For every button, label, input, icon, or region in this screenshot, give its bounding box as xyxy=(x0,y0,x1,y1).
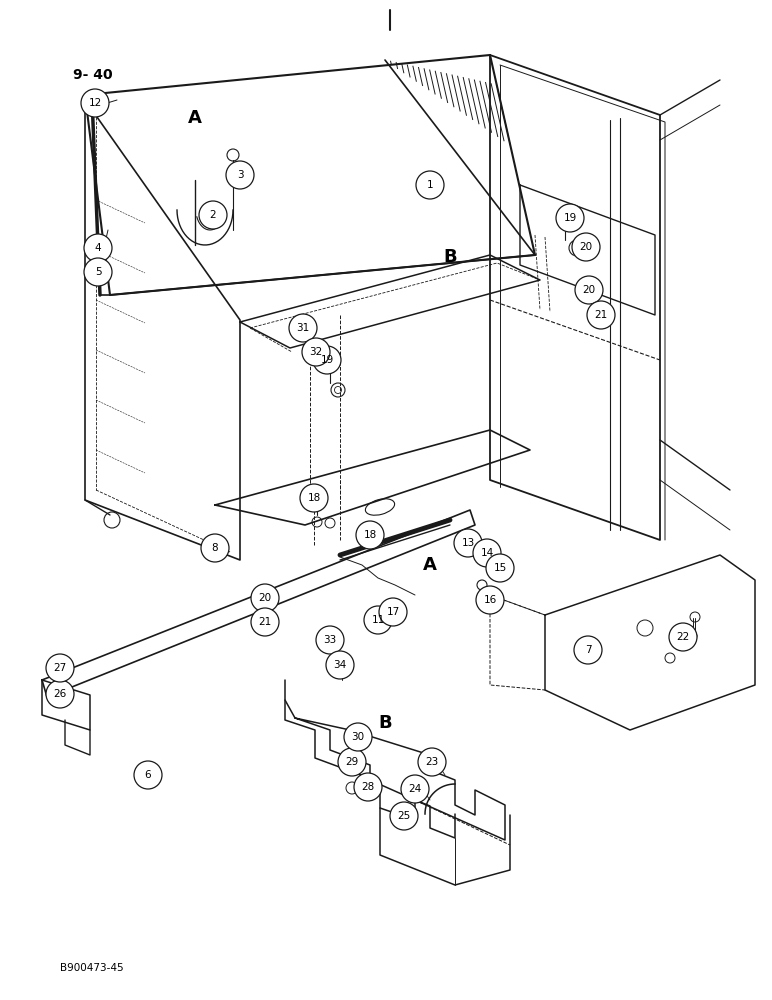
Text: 9- 40: 9- 40 xyxy=(73,68,113,82)
Text: 34: 34 xyxy=(334,660,347,670)
Text: B900473-45: B900473-45 xyxy=(60,963,124,973)
Text: 20: 20 xyxy=(259,593,272,603)
Circle shape xyxy=(572,233,600,261)
Text: 17: 17 xyxy=(386,607,400,617)
Circle shape xyxy=(556,204,584,232)
Circle shape xyxy=(344,723,372,751)
Circle shape xyxy=(326,651,354,679)
Text: B: B xyxy=(443,248,457,266)
Text: 11: 11 xyxy=(371,615,384,625)
Text: 20: 20 xyxy=(582,285,595,295)
Text: 23: 23 xyxy=(425,757,438,767)
Circle shape xyxy=(390,802,418,830)
Text: 30: 30 xyxy=(351,732,364,742)
Circle shape xyxy=(226,161,254,189)
Text: 31: 31 xyxy=(296,323,310,333)
Circle shape xyxy=(300,484,328,512)
Text: 3: 3 xyxy=(237,170,243,180)
Text: 19: 19 xyxy=(320,355,334,365)
Text: 5: 5 xyxy=(95,267,101,277)
Text: 29: 29 xyxy=(345,757,359,767)
Circle shape xyxy=(401,775,429,803)
Text: 26: 26 xyxy=(53,689,66,699)
Text: A: A xyxy=(423,556,437,574)
Circle shape xyxy=(669,623,697,651)
Text: 14: 14 xyxy=(480,548,493,558)
Text: A: A xyxy=(188,109,202,127)
Text: 19: 19 xyxy=(564,213,577,223)
Text: 28: 28 xyxy=(361,782,374,792)
Text: 24: 24 xyxy=(408,784,422,794)
Circle shape xyxy=(84,258,112,286)
Circle shape xyxy=(316,626,344,654)
Text: 6: 6 xyxy=(144,770,151,780)
Circle shape xyxy=(251,584,279,612)
Circle shape xyxy=(289,314,317,342)
Text: 32: 32 xyxy=(310,347,323,357)
Text: B: B xyxy=(378,714,392,732)
Circle shape xyxy=(302,338,330,366)
Text: 22: 22 xyxy=(676,632,689,642)
Circle shape xyxy=(313,346,341,374)
Text: 2: 2 xyxy=(210,210,216,220)
Text: 27: 27 xyxy=(53,663,66,673)
Text: 13: 13 xyxy=(462,538,475,548)
Circle shape xyxy=(476,586,504,614)
Circle shape xyxy=(575,276,603,304)
Circle shape xyxy=(199,201,227,229)
Circle shape xyxy=(416,171,444,199)
Circle shape xyxy=(418,748,446,776)
Circle shape xyxy=(84,234,112,262)
Circle shape xyxy=(354,773,382,801)
Text: 33: 33 xyxy=(323,635,337,645)
Text: 4: 4 xyxy=(95,243,101,253)
Circle shape xyxy=(46,680,74,708)
Text: 12: 12 xyxy=(88,98,102,108)
Circle shape xyxy=(134,761,162,789)
Circle shape xyxy=(201,534,229,562)
Circle shape xyxy=(473,539,501,567)
Circle shape xyxy=(338,748,366,776)
Circle shape xyxy=(454,529,482,557)
Text: 16: 16 xyxy=(483,595,496,605)
Text: 18: 18 xyxy=(364,530,377,540)
Circle shape xyxy=(356,521,384,549)
Text: 25: 25 xyxy=(398,811,411,821)
Text: 20: 20 xyxy=(580,242,593,252)
Circle shape xyxy=(379,598,407,626)
Text: 21: 21 xyxy=(594,310,608,320)
Circle shape xyxy=(574,636,602,664)
Text: 7: 7 xyxy=(584,645,591,655)
Circle shape xyxy=(587,301,615,329)
Circle shape xyxy=(486,554,514,582)
Text: 1: 1 xyxy=(427,180,433,190)
Circle shape xyxy=(364,606,392,634)
Circle shape xyxy=(251,608,279,636)
Text: 21: 21 xyxy=(259,617,272,627)
Circle shape xyxy=(81,89,109,117)
Text: 8: 8 xyxy=(212,543,218,553)
Text: 18: 18 xyxy=(307,493,320,503)
Circle shape xyxy=(46,654,74,682)
Text: 15: 15 xyxy=(493,563,506,573)
